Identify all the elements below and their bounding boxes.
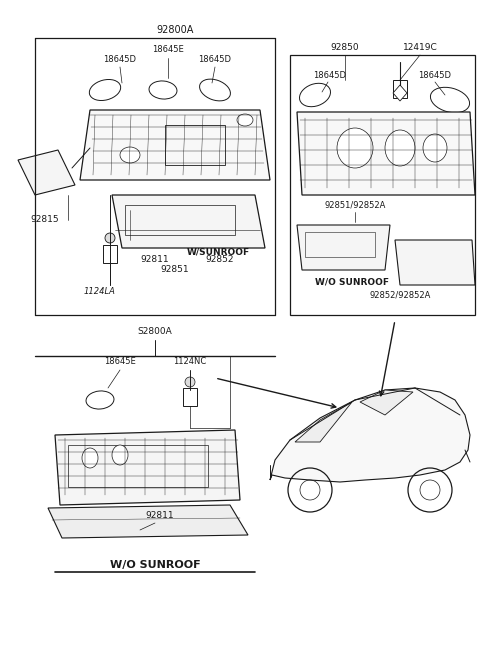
Text: 92852: 92852 — [206, 256, 234, 265]
Bar — [68, 445, 208, 487]
Text: 18645D: 18645D — [419, 70, 452, 79]
Polygon shape — [393, 85, 407, 101]
Text: W/SUNROOF: W/SUNROOF — [187, 248, 250, 256]
Text: 1124NC: 1124NC — [173, 357, 206, 367]
Text: 92815: 92815 — [31, 215, 60, 225]
Polygon shape — [48, 505, 248, 538]
Text: 18645E: 18645E — [152, 45, 184, 55]
Bar — [103, 245, 117, 263]
Ellipse shape — [431, 87, 469, 113]
Bar — [393, 80, 407, 98]
Text: 92852/92852A: 92852/92852A — [369, 290, 431, 300]
Text: W/O SUNROOF: W/O SUNROOF — [110, 560, 200, 570]
Ellipse shape — [423, 134, 447, 162]
Text: 18645D: 18645D — [104, 55, 136, 64]
Bar — [290, 55, 475, 315]
Polygon shape — [395, 240, 475, 285]
Polygon shape — [18, 150, 75, 195]
Polygon shape — [80, 110, 270, 180]
Polygon shape — [112, 195, 265, 248]
Ellipse shape — [105, 233, 115, 243]
Polygon shape — [55, 430, 240, 505]
Text: 18645D: 18645D — [313, 70, 347, 79]
Text: 18645D: 18645D — [199, 55, 231, 64]
Bar — [165, 125, 225, 165]
Bar — [125, 205, 235, 235]
Text: 92851/92852A: 92851/92852A — [324, 200, 386, 210]
Polygon shape — [360, 390, 413, 415]
Polygon shape — [297, 225, 390, 270]
Text: 92811: 92811 — [146, 512, 174, 520]
Text: 92800A: 92800A — [156, 25, 194, 35]
Ellipse shape — [112, 445, 128, 465]
Text: 12419C: 12419C — [403, 43, 437, 53]
Text: 1124LA: 1124LA — [84, 288, 116, 296]
Polygon shape — [295, 402, 352, 442]
Ellipse shape — [149, 81, 177, 99]
Ellipse shape — [86, 391, 114, 409]
Ellipse shape — [337, 128, 373, 168]
Text: 18645E: 18645E — [104, 357, 136, 367]
Ellipse shape — [82, 448, 98, 468]
Text: W/O SUNROOF: W/O SUNROOF — [315, 277, 389, 286]
Polygon shape — [297, 112, 475, 195]
Polygon shape — [270, 388, 470, 482]
Ellipse shape — [200, 79, 230, 101]
Bar — [183, 388, 197, 406]
Text: S2800A: S2800A — [138, 327, 172, 336]
Text: 92851: 92851 — [161, 265, 189, 275]
Text: 92811: 92811 — [141, 256, 169, 265]
Ellipse shape — [89, 79, 120, 101]
Text: 92850: 92850 — [331, 43, 360, 53]
Ellipse shape — [385, 130, 415, 166]
Bar — [305, 232, 375, 257]
Ellipse shape — [237, 114, 253, 126]
Ellipse shape — [300, 83, 331, 106]
Ellipse shape — [120, 147, 140, 163]
Ellipse shape — [185, 377, 195, 387]
